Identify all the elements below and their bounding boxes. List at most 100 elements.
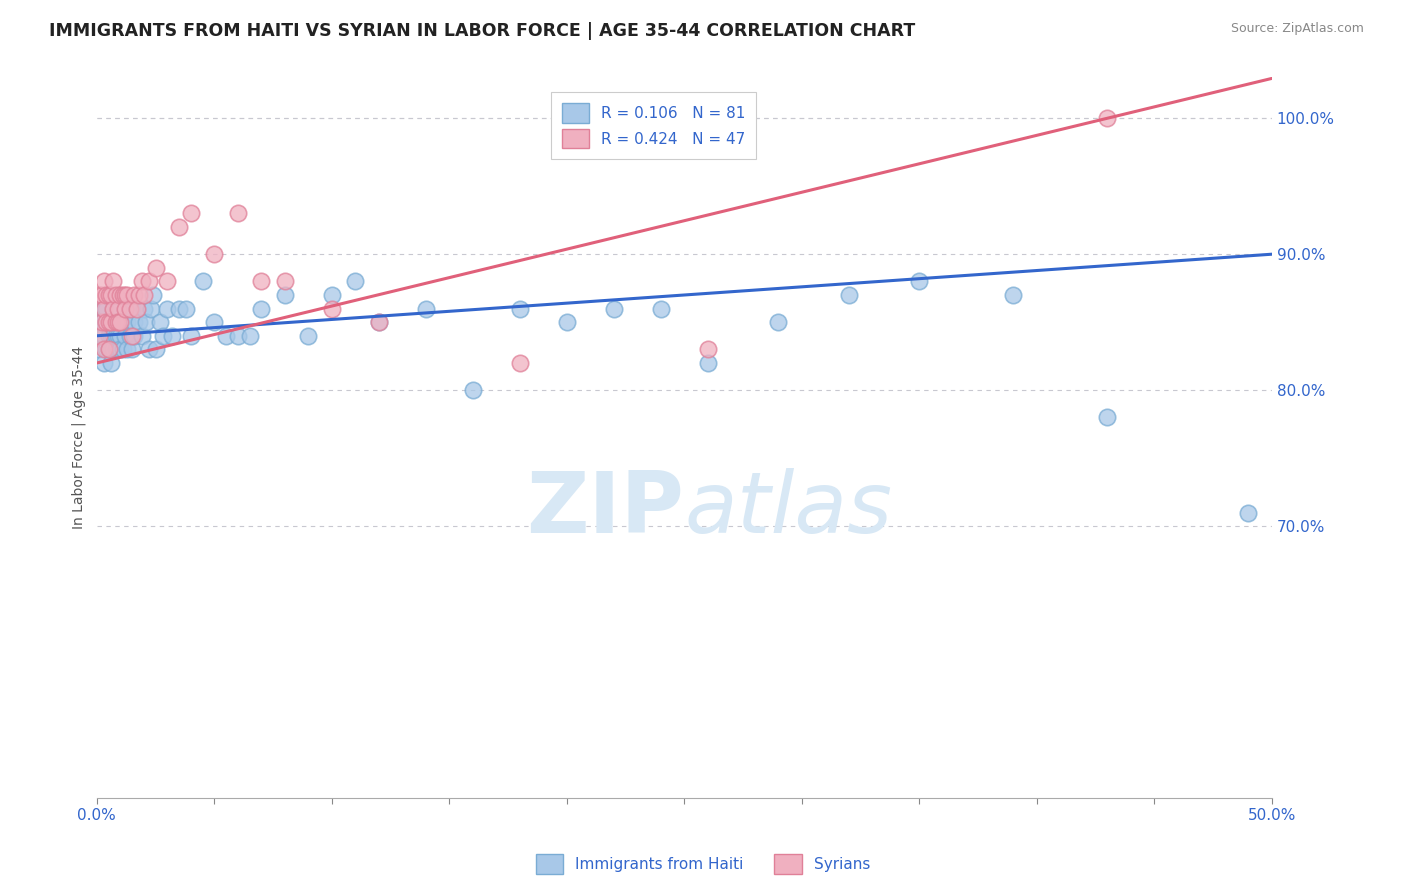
- Point: [142, 288, 165, 302]
- Point: [250, 301, 273, 316]
- Point: [110, 343, 132, 357]
- Point: [107, 343, 129, 357]
- Point: [97, 343, 120, 357]
- Point: [121, 301, 143, 316]
- Point: [509, 356, 531, 370]
- Point: [90, 288, 112, 302]
- Point: [93, 274, 115, 288]
- Point: [156, 274, 179, 288]
- Point: [125, 301, 148, 316]
- Point: [145, 260, 167, 275]
- Point: [321, 288, 343, 302]
- Point: [90, 315, 112, 329]
- Point: [103, 343, 125, 357]
- Point: [180, 328, 202, 343]
- Y-axis label: In Labor Force | Age 35-44: In Labor Force | Age 35-44: [72, 346, 86, 529]
- Point: [96, 301, 118, 316]
- Point: [104, 301, 127, 316]
- Point: [131, 274, 153, 288]
- Point: [603, 301, 626, 316]
- Point: [174, 301, 197, 316]
- Point: [297, 328, 319, 343]
- Point: [121, 328, 143, 343]
- Legend: Immigrants from Haiti, Syrians: Immigrants from Haiti, Syrians: [530, 848, 876, 880]
- Point: [93, 328, 115, 343]
- Point: [415, 301, 437, 316]
- Point: [111, 288, 134, 302]
- Point: [124, 288, 146, 302]
- Point: [97, 315, 120, 329]
- Point: [97, 343, 120, 357]
- Point: [114, 301, 136, 316]
- Point: [100, 288, 122, 302]
- Point: [215, 328, 238, 343]
- Point: [555, 315, 578, 329]
- Point: [202, 247, 225, 261]
- Point: [103, 315, 125, 329]
- Point: [103, 301, 125, 316]
- Point: [100, 343, 122, 357]
- Point: [1237, 506, 1260, 520]
- Point: [191, 274, 214, 288]
- Point: [149, 315, 172, 329]
- Point: [160, 328, 183, 343]
- Point: [274, 288, 297, 302]
- Point: [114, 328, 136, 343]
- Point: [117, 288, 139, 302]
- Point: [97, 288, 120, 302]
- Point: [367, 315, 389, 329]
- Point: [138, 343, 160, 357]
- Point: [128, 288, 150, 302]
- Point: [107, 315, 129, 329]
- Point: [167, 301, 190, 316]
- Point: [118, 301, 141, 316]
- Legend: R = 0.106   N = 81, R = 0.424   N = 47: R = 0.106 N = 81, R = 0.424 N = 47: [551, 92, 756, 159]
- Point: [104, 343, 127, 357]
- Point: [908, 274, 931, 288]
- Point: [180, 206, 202, 220]
- Point: [89, 343, 111, 357]
- Point: [103, 328, 125, 343]
- Point: [696, 356, 718, 370]
- Point: [103, 301, 125, 316]
- Point: [104, 288, 127, 302]
- Text: ZIP: ZIP: [527, 468, 685, 551]
- Point: [117, 315, 139, 329]
- Point: [96, 343, 118, 357]
- Point: [100, 315, 122, 329]
- Point: [1002, 288, 1025, 302]
- Point: [103, 274, 125, 288]
- Point: [461, 383, 484, 397]
- Point: [100, 328, 122, 343]
- Point: [121, 343, 143, 357]
- Point: [90, 315, 112, 329]
- Point: [100, 356, 122, 370]
- Point: [135, 315, 157, 329]
- Point: [89, 301, 111, 316]
- Point: [111, 343, 134, 357]
- Point: [125, 301, 148, 316]
- Point: [93, 356, 115, 370]
- Point: [90, 328, 112, 343]
- Point: [250, 274, 273, 288]
- Text: IMMIGRANTS FROM HAITI VS SYRIAN IN LABOR FORCE | AGE 35-44 CORRELATION CHART: IMMIGRANTS FROM HAITI VS SYRIAN IN LABOR…: [49, 22, 915, 40]
- Point: [167, 219, 190, 234]
- Point: [650, 301, 672, 316]
- Point: [132, 301, 155, 316]
- Point: [226, 206, 249, 220]
- Point: [96, 315, 118, 329]
- Point: [107, 328, 129, 343]
- Point: [156, 301, 179, 316]
- Point: [696, 343, 718, 357]
- Point: [110, 328, 132, 343]
- Point: [118, 328, 141, 343]
- Point: [202, 315, 225, 329]
- Point: [114, 288, 136, 302]
- Point: [96, 315, 118, 329]
- Point: [93, 301, 115, 316]
- Point: [132, 288, 155, 302]
- Point: [768, 315, 790, 329]
- Point: [111, 315, 134, 329]
- Point: [117, 343, 139, 357]
- Point: [110, 315, 132, 329]
